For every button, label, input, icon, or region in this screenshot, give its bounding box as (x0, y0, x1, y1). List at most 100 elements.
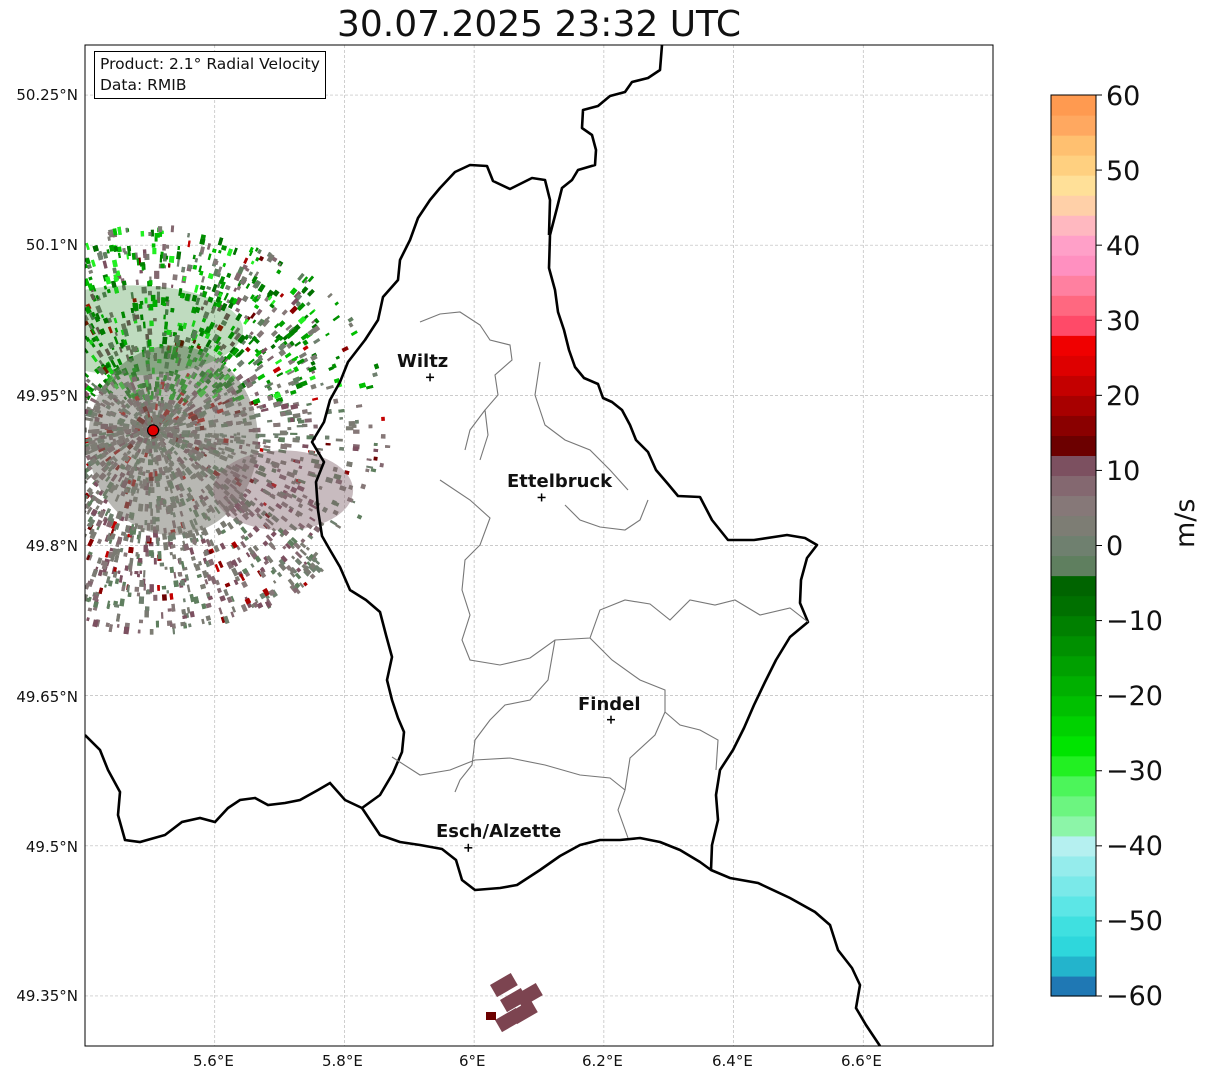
echo-pixel (307, 327, 317, 336)
echo-pixel (253, 497, 258, 501)
echo-pixel (90, 509, 98, 517)
colorbar-tick: 40 (1106, 231, 1141, 262)
echo-pixel (90, 328, 96, 335)
echo-pixel (277, 342, 287, 351)
colorbar-segment (1051, 315, 1096, 336)
echo-pixel (206, 574, 213, 582)
echo-pixel (98, 509, 106, 519)
echo-pixel (116, 536, 123, 545)
echo-pixel (280, 443, 288, 450)
echo-pixel (317, 447, 323, 451)
echo-pixel (300, 332, 310, 341)
echo-pixel (126, 245, 132, 252)
echo-pixel (109, 311, 114, 318)
echo-pixel (199, 292, 203, 297)
echo-pixel (193, 284, 199, 293)
colorbar-segment (1051, 415, 1096, 436)
echo-pixel (292, 541, 301, 550)
echo-pixel (218, 276, 226, 285)
echo-pixel (288, 507, 294, 514)
echo-pixel (262, 587, 271, 597)
echo-pixel (280, 555, 288, 563)
echo-pixel (88, 528, 95, 536)
echo-pixel (333, 398, 339, 405)
echo-pixel (103, 285, 108, 290)
echo-pixel (290, 493, 297, 499)
echo-pixel (307, 411, 312, 415)
echo-pixel (256, 404, 263, 409)
echo-pixel (124, 565, 129, 571)
echo-pixel (204, 560, 211, 568)
echo-pixel (108, 580, 113, 587)
echo-pixel (85, 443, 90, 448)
echo-pixel (222, 262, 227, 268)
echo-pixel (276, 491, 285, 499)
colorbar-segment (1051, 455, 1096, 477)
echo-pixel (97, 538, 102, 545)
echo-pixel (196, 345, 202, 350)
echo-pixel (235, 307, 241, 313)
echo-pixel (118, 346, 123, 353)
echo-pixel (201, 603, 207, 610)
colorbar-segment (1051, 675, 1096, 697)
echo-pixel (285, 564, 292, 571)
country-border-france (85, 734, 363, 844)
echo-pixel (106, 508, 111, 514)
echo-pixel (201, 527, 209, 536)
colorbar-segment (1051, 735, 1096, 757)
echo-pixel (161, 594, 167, 601)
echo-pixel (238, 335, 247, 344)
echo-pixel (305, 555, 312, 562)
echo-pixel (272, 580, 277, 584)
echo-pixel (289, 340, 295, 346)
echo-pixel (289, 327, 298, 336)
colorbar-segment (1051, 975, 1096, 997)
echo-pixel (113, 317, 118, 324)
echo-pixel (123, 251, 128, 255)
echo-pixel (91, 568, 98, 578)
echo-pixel (245, 346, 251, 353)
echo-pixel (112, 228, 118, 236)
echo-pixel (178, 287, 183, 297)
echo-pixel (143, 544, 148, 553)
echo-pixel (243, 535, 249, 541)
echo-pixel (273, 401, 281, 407)
echo-pixel (271, 468, 277, 473)
echo-pixel (131, 527, 135, 531)
echo-pixel (308, 450, 315, 456)
data-source-text: Data: RMIB (100, 76, 187, 94)
echo-pixel (309, 310, 315, 316)
echo-pixel (101, 561, 108, 570)
echo-pixel (178, 325, 184, 332)
echo-pixel (139, 270, 143, 274)
echo-pixel (95, 489, 101, 495)
echo-pixel (202, 570, 209, 579)
echo-pixel (274, 433, 279, 439)
echo-pixel (303, 570, 310, 577)
radar-site-marker (147, 424, 160, 437)
echo-pixel (266, 518, 274, 526)
echo-pixel (119, 547, 124, 553)
echo-pixel (182, 615, 188, 619)
echo-pixel (86, 554, 91, 561)
echo-pixel (213, 344, 221, 353)
echo-pixel (134, 570, 139, 575)
echo-pixel (177, 245, 181, 251)
echo-pixel (290, 403, 299, 410)
echo-pixel (262, 540, 269, 547)
echo-pixel (339, 446, 345, 451)
echo-pixel (233, 327, 241, 335)
echo-pixel (297, 502, 304, 509)
colorbar-tick: 30 (1106, 306, 1141, 337)
echo-pixel (187, 240, 191, 248)
echo-pixel (124, 525, 130, 533)
echo-pixel (276, 397, 284, 403)
echo-pixel (292, 587, 299, 594)
echo-pixel (86, 473, 93, 481)
echo-pixel (309, 516, 316, 522)
echo-pixel (138, 596, 145, 604)
echo-pixel (271, 514, 280, 523)
borders (85, 45, 882, 1046)
echo-pixel (308, 507, 314, 512)
echo-pixel (273, 392, 282, 399)
